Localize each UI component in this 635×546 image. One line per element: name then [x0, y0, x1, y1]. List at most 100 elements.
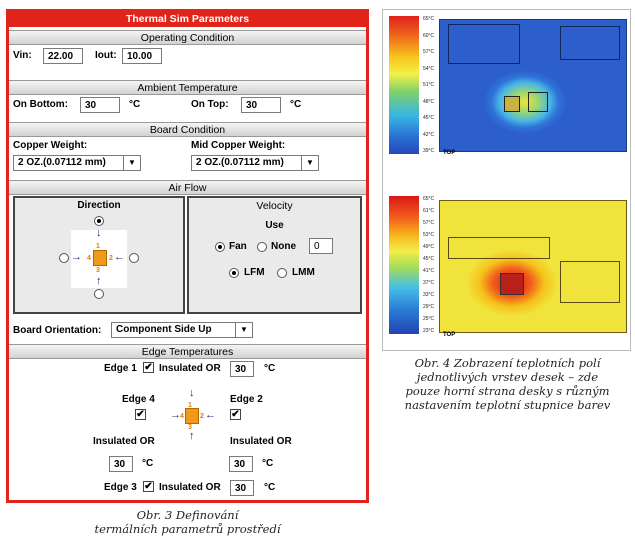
figure3-caption-line1: Obr. 3 Definování	[136, 508, 239, 522]
edge-arrow-left-icon: ←	[205, 409, 216, 421]
none-label: None	[271, 241, 296, 252]
lmm-label: LMM	[292, 267, 315, 278]
direction-radio-edge2[interactable]	[129, 253, 139, 263]
iout-input[interactable]: 10.00	[122, 48, 162, 64]
figure4-caption: Obr. 4 Zobrazení teplotních polí jednotl…	[384, 356, 631, 412]
arrow-down-icon: ↓	[96, 227, 102, 239]
chevron-down-icon[interactable]: ▼	[123, 156, 140, 170]
on-bottom-input[interactable]: 30	[80, 97, 120, 113]
edge4-insulated-checkbox[interactable]: ✔	[135, 409, 146, 420]
mid-copper-weight-label: Mid Copper Weight:	[191, 140, 286, 151]
on-top-input[interactable]: 30	[241, 97, 281, 113]
bottom-scale-tick-5: 45°C	[423, 256, 435, 262]
pcb-outline	[448, 237, 550, 259]
vin-input[interactable]: 22.00	[43, 48, 83, 64]
thermal-maps-figure: 65°C 60°C 57°C 54°C 51°C 48°C 45°C 42°C 39°C TOP…	[382, 9, 631, 351]
bottom-scale-tick-9: 29°C	[423, 304, 435, 310]
direction-radio-edge3[interactable]	[94, 289, 104, 299]
board-condition-header: Board Condition	[9, 122, 366, 137]
arrow-left-icon: ←	[114, 251, 125, 263]
direction-radio-edge4[interactable]	[59, 253, 69, 263]
figure4-caption-line3: pouze horní strana desky s různým	[405, 384, 610, 398]
velocity-panel: Velocity Use Fan None 0 LFM LMM	[187, 196, 362, 314]
edge-number-3: 3	[96, 267, 100, 274]
figure3-caption: Obr. 3 Definování termálních parametrů p…	[6, 508, 369, 536]
lmm-radio[interactable]	[277, 268, 287, 278]
top-scale-tick-8: 39°C	[423, 148, 435, 154]
top-scale-tick-0: 65°C	[423, 16, 435, 22]
edge2-insulated-checkbox[interactable]: ✔	[230, 409, 241, 420]
mid-copper-weight-select[interactable]: 2 OZ.(0.07112 mm) ▼	[191, 155, 319, 171]
edge-arrow-down-icon: ↓	[189, 387, 195, 399]
edge4-insulated-label: Insulated OR	[93, 436, 155, 447]
pcb-outline	[560, 26, 620, 60]
edge3-temp-input[interactable]: 30	[230, 480, 254, 496]
direction-title: Direction	[77, 200, 121, 211]
board-icon	[93, 250, 107, 266]
edge1-insulated-checkbox[interactable]: ✔	[143, 362, 154, 373]
edge-number-1: 1	[96, 243, 100, 250]
chevron-down-icon[interactable]: ▼	[301, 156, 318, 170]
edge3-unit: °C	[264, 482, 276, 493]
dialog-title: Thermal Sim Parameters	[9, 12, 366, 27]
pcb-component	[500, 273, 524, 295]
edge-board-icon	[185, 408, 199, 424]
bottom-map-label: TOP	[443, 332, 456, 338]
operating-condition-header: Operating Condition	[9, 30, 366, 45]
pcb-outline	[560, 261, 620, 303]
velocity-title: Velocity	[256, 200, 293, 212]
bottom-scale-tick-8: 33°C	[423, 292, 435, 298]
edge-diagram-number-1: 1	[188, 402, 192, 409]
use-label: Use	[265, 220, 284, 231]
pcb-outline	[448, 24, 520, 64]
edge1-unit: °C	[264, 363, 276, 374]
bottom-scale-labels: 65°C 61°C 57°C 53°C 49°C 45°C 41°C 37°C 33°C 29°C…	[389, 196, 434, 334]
lfm-radio[interactable]	[229, 268, 239, 278]
edge2-label: Edge 2	[230, 394, 263, 405]
chevron-down-icon[interactable]: ▼	[235, 323, 252, 337]
copper-weight-label: Copper Weight:	[13, 140, 88, 151]
edge-diagram-number-3: 3	[188, 424, 192, 431]
pcb-component	[528, 92, 548, 112]
bottom-scale-tick-1: 61°C	[423, 208, 435, 214]
edge2-temp-input[interactable]: 30	[229, 456, 253, 472]
edge-number-2: 2	[109, 255, 113, 262]
top-scale-tick-3: 54°C	[423, 65, 435, 72]
figure4-caption-line4: nastavením teplotní stupnice barev	[404, 398, 611, 412]
figure3-caption-line2: termálních parametrů prostředí	[94, 522, 281, 536]
bottom-scale-tick-7: 37°C	[423, 280, 435, 286]
edge1-label: Edge 1	[104, 363, 137, 374]
bottom-color-scale	[389, 196, 419, 334]
arrow-up-icon: ↑	[96, 275, 102, 287]
top-scale-labels: 65°C 60°C 57°C 54°C 51°C 48°C 45°C 42°C 39°C	[389, 16, 434, 154]
air-flow-header: Air Flow	[9, 180, 366, 195]
edge-diagram-number-4: 4	[180, 413, 184, 420]
edge2-unit: °C	[262, 458, 274, 469]
edge4-temp-input[interactable]: 30	[109, 456, 133, 472]
copper-weight-value: 2 OZ.(0.07112 mm)	[18, 157, 106, 168]
arrow-right-icon: →	[71, 251, 82, 263]
top-map-label: TOP	[443, 150, 456, 156]
board-orientation-select[interactable]: Component Side Up ▼	[111, 322, 253, 338]
bottom-scale-tick-11: 23°C	[423, 328, 435, 334]
thermal-sim-dialog: Thermal Sim Parameters Operating Conditi…	[6, 9, 369, 503]
edge-diagram-number-2: 2	[200, 413, 204, 420]
edge1-temp-input[interactable]: 30	[230, 361, 254, 377]
bottom-scale-tick-10: 25°C	[423, 316, 435, 322]
vin-label: Vin:	[13, 50, 32, 61]
top-pcb-thermal-map	[439, 19, 627, 152]
direction-radio-edge1[interactable]	[94, 216, 104, 226]
fan-radio[interactable]	[215, 242, 225, 252]
top-scale-tick-1: 60°C	[423, 32, 435, 39]
velocity-input[interactable]: 0	[309, 238, 333, 254]
edge1-insulated-label: Insulated OR	[159, 363, 221, 374]
edge3-insulated-checkbox[interactable]: ✔	[143, 481, 154, 492]
top-scale-tick-4: 51°C	[423, 82, 435, 88]
edge2-insulated-label: Insulated OR	[230, 436, 292, 447]
lfm-label: LFM	[244, 267, 265, 278]
mid-copper-weight-value: 2 OZ.(0.07112 mm)	[196, 157, 284, 168]
copper-weight-select[interactable]: 2 OZ.(0.07112 mm) ▼	[13, 155, 141, 171]
edge-temperatures-header: Edge Temperatures	[9, 344, 366, 359]
pcb-component	[504, 96, 520, 112]
none-radio[interactable]	[257, 242, 267, 252]
